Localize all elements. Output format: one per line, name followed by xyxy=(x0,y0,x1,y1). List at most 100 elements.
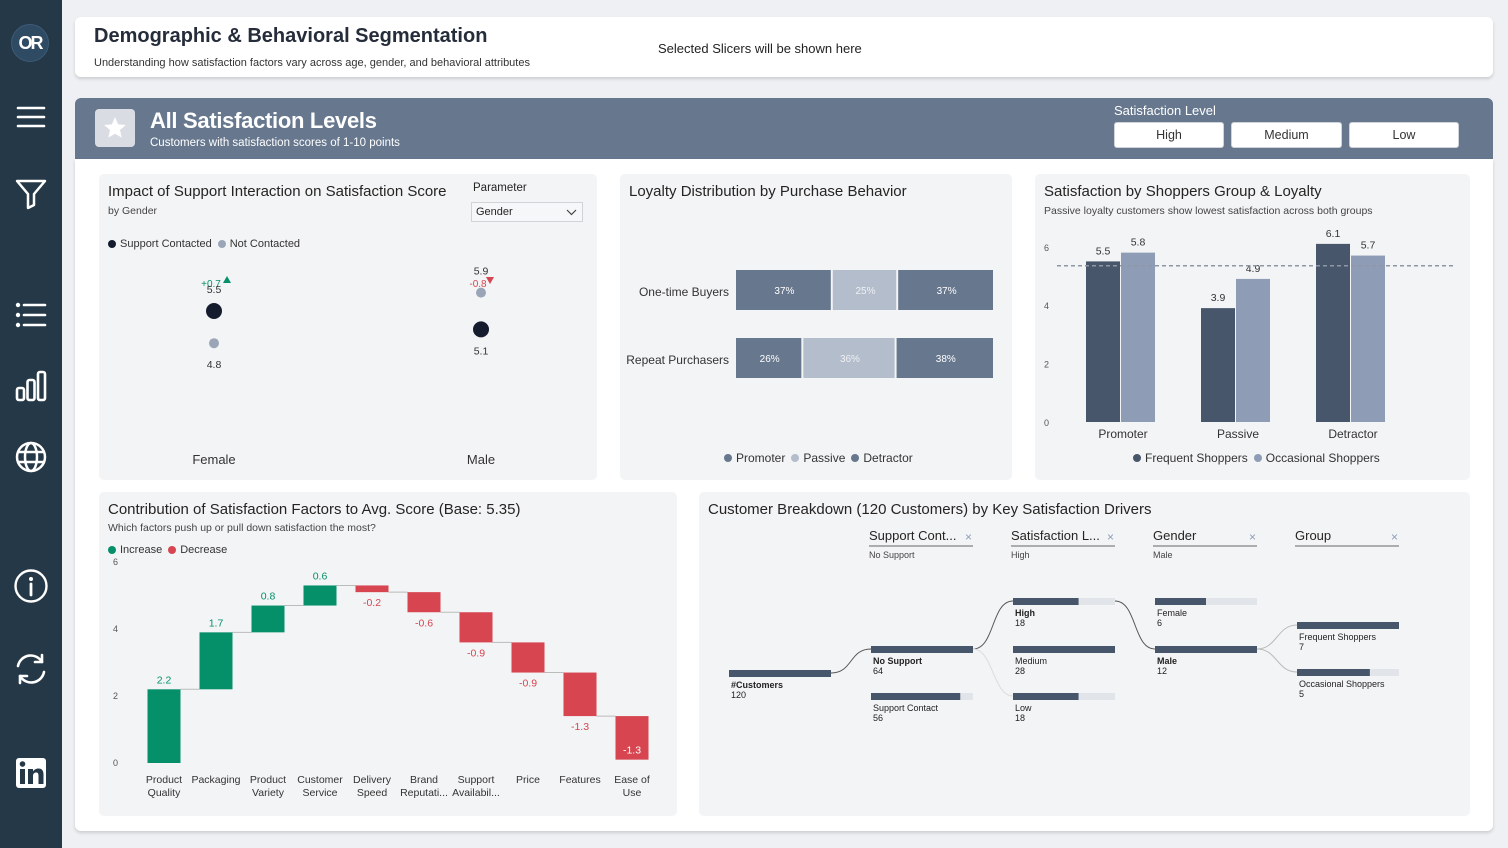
bar-segment xyxy=(898,270,993,310)
category-label: Detractor xyxy=(1328,427,1377,441)
waterfall-bar xyxy=(303,585,337,606)
satisfaction-level-label: Satisfaction Level xyxy=(1114,103,1216,118)
tree-connector xyxy=(1256,624,1298,650)
category-label: Product xyxy=(250,774,286,786)
y-tick-label: 2 xyxy=(1044,360,1049,370)
delta-label: +0.7 xyxy=(201,279,221,290)
tree-level-filter: Male xyxy=(1153,550,1173,560)
parameter-label: Parameter xyxy=(473,182,527,194)
data-label: 5.8 xyxy=(1131,237,1146,249)
category-label: Repeat Purchasers xyxy=(626,353,729,367)
support-dot-chart: +0.75.5 4.8 Female -0.85.9 5.1 Male xyxy=(192,266,495,467)
node-label: Occasional Shoppers xyxy=(1299,679,1385,689)
data-label: 5.5 xyxy=(207,284,222,296)
legend-label: Detractor xyxy=(863,451,913,465)
node-label: No Support xyxy=(873,656,922,666)
shoppers-bar-chart: 0 2 4 6 5.5 5.8 Promoter 3.9 4.9 Passive 6.1 5.7 Det… xyxy=(1044,228,1455,441)
globe-icon[interactable] xyxy=(12,438,50,476)
category-label: Delivery xyxy=(353,774,392,786)
legend-swatch xyxy=(1133,454,1141,462)
sidebar: OR xyxy=(0,0,62,848)
legend-swatch xyxy=(1253,454,1262,462)
bar xyxy=(1351,255,1385,422)
data-label: 38% xyxy=(936,354,956,365)
support-chart-subtitle: by Gender xyxy=(108,205,158,217)
node-label: Medium xyxy=(1015,656,1047,666)
shoppers-legend: Frequent Shoppers Occasional Shoppers xyxy=(1133,451,1380,465)
y-tick-label: 4 xyxy=(113,624,118,634)
menu-icon[interactable] xyxy=(12,98,50,136)
node-bar xyxy=(1297,669,1370,676)
page-subtitle: Understanding how satisfaction factors v… xyxy=(94,57,530,69)
page-title: Demographic & Behavioral Segmentation xyxy=(94,25,488,47)
waterfall-chart-title: Contribution of Satisfaction Factors to … xyxy=(108,501,521,518)
waterfall-card: Contribution of Satisfaction Factors to … xyxy=(99,492,677,816)
waterfall-chart-subtitle: Which factors push up or pull down satis… xyxy=(108,522,376,534)
tree-level-header: Gender xyxy=(1153,528,1197,543)
waterfall-bar xyxy=(511,642,545,673)
waterfall-bar xyxy=(147,689,181,763)
legend-label: Occasional Shoppers xyxy=(1265,451,1380,465)
category-label: Customer xyxy=(297,774,343,786)
satisfaction-banner: All Satisfaction Levels Customers with s… xyxy=(75,98,1493,159)
shoppers-chart-subtitle: Passive loyalty customers show lowest sa… xyxy=(1044,205,1373,217)
list-icon[interactable] xyxy=(12,296,50,334)
data-label: 5.9 xyxy=(474,266,489,278)
refresh-icon[interactable] xyxy=(12,650,50,688)
y-tick-label: 6 xyxy=(113,558,118,567)
node-value: 6 xyxy=(1157,618,1162,628)
decomposition-tree: Support Cont... × No Support Satisfaction L… xyxy=(729,528,1399,723)
slicer-high-button[interactable]: High xyxy=(1114,122,1224,148)
parameter-dropdown[interactable]: Gender xyxy=(471,202,583,222)
data-label: 0.8 xyxy=(261,591,276,603)
node-value: 12 xyxy=(1157,666,1167,676)
category-label: Female xyxy=(192,452,235,467)
linkedin-icon[interactable] xyxy=(12,754,50,792)
data-label: 4.9 xyxy=(1246,263,1261,275)
data-label: 0.6 xyxy=(313,570,328,582)
node-bar xyxy=(871,646,973,653)
shoppers-card: Satisfaction by Shoppers Group & Loyalty… xyxy=(1035,174,1470,480)
category-label: Use xyxy=(623,787,642,799)
y-tick-label: 0 xyxy=(113,758,118,768)
banner-title: All Satisfaction Levels xyxy=(150,108,377,133)
bar-segment xyxy=(832,270,897,310)
loyalty-chart-title: Loyalty Distribution by Purchase Behavio… xyxy=(629,183,907,200)
shoppers-chart-title: Satisfaction by Shoppers Group & Loyalty xyxy=(1044,183,1322,200)
close-icon: × xyxy=(965,530,972,544)
node-label: High xyxy=(1015,608,1035,618)
legend-label: Not Contacted xyxy=(229,238,301,250)
support-chart-title: Impact of Support Interaction on Satisfa… xyxy=(108,183,447,200)
decrease-icon xyxy=(486,277,494,284)
loyalty-legend: Promoter Passive Detractor xyxy=(724,451,913,465)
bar-chart-icon[interactable] xyxy=(12,367,50,405)
bar-segment xyxy=(736,338,802,378)
category-label: Quality xyxy=(148,787,181,799)
slicer-low-button[interactable]: Low xyxy=(1349,122,1459,148)
category-label: Features xyxy=(559,774,600,786)
tree-connector xyxy=(1114,600,1156,650)
slicer-medium-button[interactable]: Medium xyxy=(1231,122,1342,148)
info-icon[interactable] xyxy=(12,567,50,605)
chevron-down-icon xyxy=(566,209,577,216)
node-bar xyxy=(1155,598,1206,605)
legend-label: Support Contacted xyxy=(120,238,212,250)
delta-label: -0.8 xyxy=(469,279,487,290)
data-label: 1.7 xyxy=(209,617,224,629)
filter-icon[interactable] xyxy=(12,175,50,213)
close-icon: × xyxy=(1391,530,1398,544)
selected-slicers-text: Selected Slicers will be shown here xyxy=(658,41,862,56)
category-label: Brand xyxy=(410,774,438,786)
data-label: 5.7 xyxy=(1361,240,1376,252)
data-label: -0.2 xyxy=(363,597,381,609)
category-label: Variety xyxy=(252,787,285,799)
data-label: 37% xyxy=(937,286,957,297)
node-value: 18 xyxy=(1015,713,1025,723)
data-label: -0.9 xyxy=(519,678,537,690)
main-panel: Impact of Support Interaction on Satisfa… xyxy=(75,159,1493,831)
tree-level-filter: High xyxy=(1011,550,1030,560)
legend-label: Passive xyxy=(803,451,846,465)
data-label: 3.9 xyxy=(1211,292,1226,304)
y-tick-label: 6 xyxy=(1044,243,1049,253)
tree-level-filter: No Support xyxy=(869,550,915,560)
